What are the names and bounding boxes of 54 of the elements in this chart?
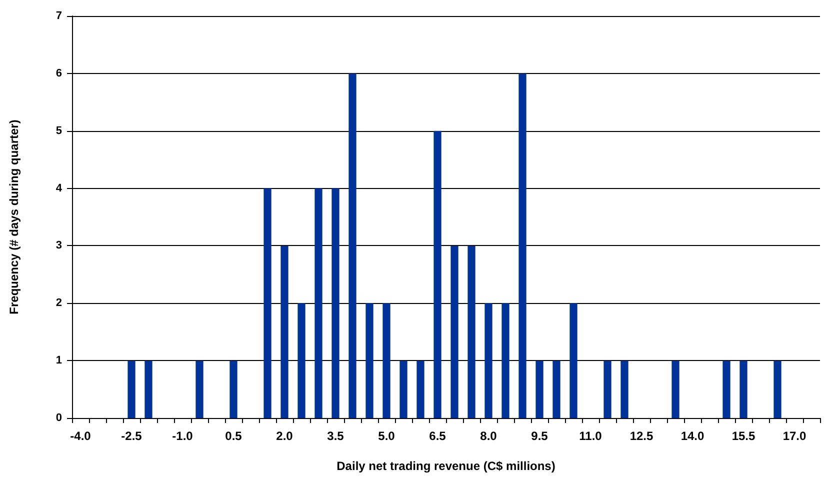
bar: [280, 246, 288, 418]
bar: [620, 360, 628, 418]
bar: [672, 360, 680, 418]
bar: [484, 303, 492, 418]
bar: [434, 130, 442, 418]
y-tick-label: 7: [56, 10, 62, 22]
bar: [400, 360, 408, 418]
x-tick-label: 9.5: [531, 429, 548, 443]
x-tick-label: -4.0: [70, 429, 92, 443]
bar: [144, 360, 152, 418]
y-tick-label: 0: [56, 412, 62, 424]
x-tick-label: 11.0: [579, 429, 602, 443]
bar: [502, 303, 510, 418]
bar: [604, 360, 612, 418]
x-tick-label: 3.5: [327, 429, 344, 443]
bar: [518, 73, 526, 418]
bar: [332, 188, 340, 418]
bar: [570, 303, 578, 418]
y-axis-title: Frequency (# days during quarter): [7, 120, 21, 314]
bar: [774, 360, 782, 418]
bar: [722, 360, 730, 418]
bar: [552, 360, 560, 418]
x-axis-title: Daily net trading revenue (C$ millions): [336, 459, 556, 473]
bar: [298, 303, 306, 418]
y-tick-label: 6: [56, 67, 62, 80]
x-tick-label: 14.0: [680, 429, 704, 443]
y-tick-label: 3: [56, 240, 62, 252]
x-tick-label: -2.5: [121, 429, 142, 443]
bar: [230, 360, 238, 418]
y-tick-label: 1: [56, 354, 62, 367]
x-tick-label: 8.0: [480, 429, 498, 443]
bar: [264, 188, 272, 418]
bar: [416, 360, 424, 418]
bar: [128, 360, 136, 418]
bar: [450, 246, 458, 418]
bar: [366, 303, 374, 418]
x-tick-label: -1.0: [172, 429, 194, 443]
x-tick-label: 12.5: [630, 429, 654, 443]
x-tick-label: 2.0: [276, 429, 294, 443]
x-tick-label: 0.5: [225, 429, 242, 443]
x-tick-label: 15.5: [732, 429, 756, 443]
bar: [314, 188, 322, 418]
bar: [468, 246, 476, 418]
bar: [382, 303, 390, 418]
bar: [196, 360, 204, 418]
y-tick-label: 5: [56, 124, 62, 137]
x-tick-label: 17.0: [782, 429, 806, 443]
bar: [536, 360, 544, 418]
x-tick-label: 5.0: [378, 429, 396, 443]
bar: [740, 360, 748, 418]
y-tick-label: 4: [56, 182, 63, 194]
bar: [348, 73, 356, 418]
x-tick-label: 6.5: [429, 429, 446, 443]
y-tick-label: 2: [56, 297, 62, 310]
